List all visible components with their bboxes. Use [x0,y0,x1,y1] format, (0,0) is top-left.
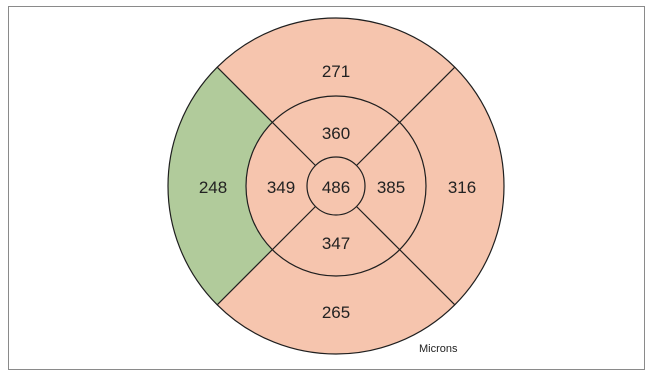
units-label: Microns [419,343,458,355]
outer-inferior-value: 265 [322,303,350,322]
divider-line [216,66,316,166]
inner-superior-sector [272,95,400,166]
outer-ring-outline [167,17,505,355]
outer-nasal-value: 316 [448,178,476,197]
inner-inferior-sector [272,206,400,276]
inner-inferior-value: 347 [322,234,350,253]
inner-temporal-value: 349 [267,178,295,197]
outer-superior-sector [217,18,455,123]
ring-outlines [167,17,505,355]
outer-superior-value: 271 [322,62,350,81]
inner-nasal-sector [356,122,427,250]
inner-ring-outline [245,95,427,277]
outer-inferior-sector [217,249,455,354]
inner-temporal-sector [245,122,316,250]
divider-line [356,66,456,166]
divider-line [216,206,316,306]
outer-temporal-sector [168,67,273,305]
inner-nasal-value: 385 [377,178,405,197]
inner-superior-value: 360 [322,124,350,143]
center-ring-outline [306,156,366,216]
outer-nasal-sector [399,67,504,305]
center-sector [307,157,365,215]
outer-temporal-value: 248 [199,178,227,197]
divider-line [356,206,456,306]
center-value: 486 [322,178,350,197]
